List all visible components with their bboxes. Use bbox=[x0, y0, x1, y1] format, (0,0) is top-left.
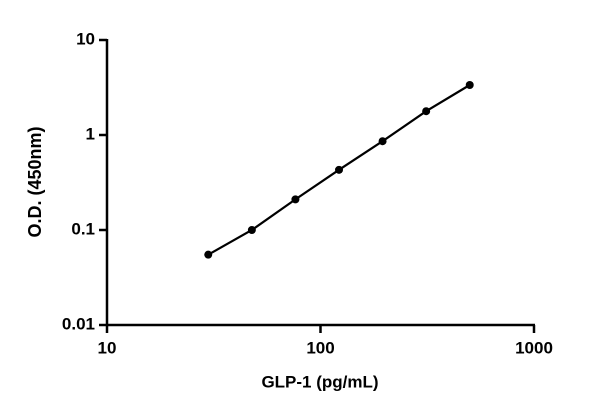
y-tick-label: 0.01 bbox=[62, 314, 95, 333]
x-axis-label: GLP-1 (pg/mL) bbox=[261, 372, 378, 391]
y-axis-label: O.D. (450nm) bbox=[25, 126, 45, 237]
y-tick-label: 1 bbox=[86, 124, 95, 143]
y-tick-label: 10 bbox=[76, 29, 95, 48]
data-point bbox=[204, 250, 213, 259]
y-tick-label: 0.1 bbox=[71, 219, 95, 238]
data-point bbox=[465, 80, 474, 89]
data-point bbox=[291, 195, 300, 204]
x-tick-label: 100 bbox=[306, 338, 334, 357]
data-point bbox=[422, 107, 431, 116]
data-point bbox=[247, 226, 256, 234]
data-point bbox=[335, 165, 344, 174]
x-tick-label: 10 bbox=[98, 338, 117, 357]
x-tick-label: 1000 bbox=[515, 338, 553, 357]
data-point bbox=[378, 137, 387, 146]
